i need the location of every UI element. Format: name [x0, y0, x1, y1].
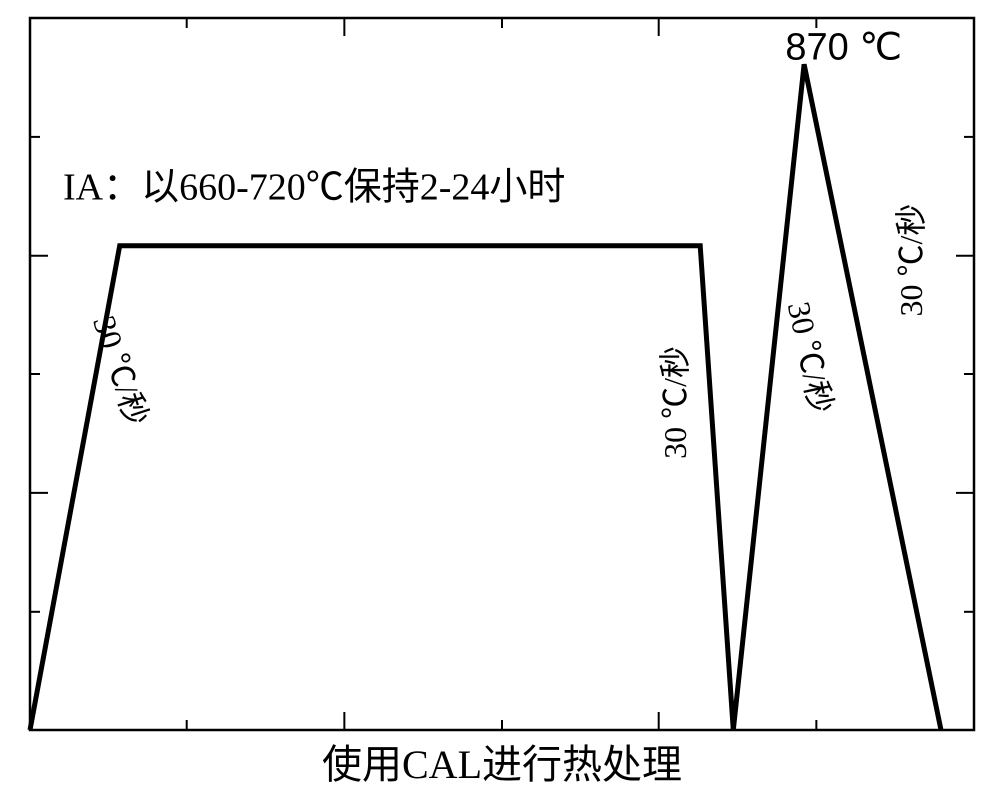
ia-hold-label: IA：以660-720℃保持2-24小时: [63, 167, 565, 209]
peak-temp-label: 870 ℃: [785, 27, 902, 69]
chart-caption: 使用CAL进行热处理: [322, 742, 682, 787]
rate-label-1: 30 ℃/秒: [657, 346, 693, 459]
rate-label-3: 30 ℃/秒: [893, 204, 929, 317]
